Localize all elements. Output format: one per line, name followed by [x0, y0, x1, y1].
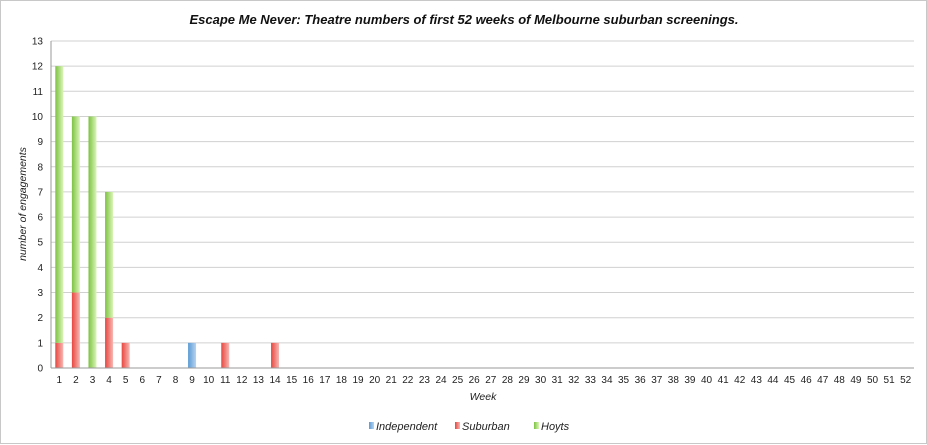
x-tick-label: 28 [502, 375, 514, 386]
gridlines [51, 40, 914, 369]
y-tick-label: 10 [32, 112, 44, 123]
x-tick-label: 38 [668, 375, 680, 386]
bar-hoyts-week-3 [88, 116, 97, 368]
x-tick-label: 46 [801, 375, 813, 386]
y-tick-label: 6 [37, 213, 43, 224]
x-tick-label: 36 [635, 375, 647, 386]
legend-swatch-independent [369, 422, 374, 429]
x-tick-label: 29 [518, 375, 530, 386]
x-tick-label: 50 [867, 375, 879, 386]
x-tick-label: 11 [220, 375, 231, 386]
bar-suburban-week-4 [105, 317, 114, 368]
bars [55, 66, 280, 368]
bar-hoyts-week-1 [55, 66, 64, 343]
x-tick-label: 9 [189, 375, 195, 386]
legend-label-hoyts: Hoyts [541, 421, 570, 433]
y-tick-label: 3 [37, 288, 43, 299]
legend-swatch-hoyts [534, 422, 539, 429]
x-tick-label: 21 [386, 375, 398, 386]
x-tick-label: 4 [106, 375, 112, 386]
x-tick-label: 15 [286, 375, 298, 386]
x-tick-label: 37 [651, 375, 663, 386]
x-tick-label: 13 [253, 375, 265, 386]
legend-swatch-suburban [455, 422, 460, 429]
chart-title: Escape Me Never: Theatre numbers of firs… [189, 12, 738, 27]
x-axis-label: Week [470, 391, 497, 403]
y-tick-label: 1 [37, 338, 43, 349]
x-tick-label: 42 [734, 375, 746, 386]
x-tick-label: 26 [469, 375, 481, 386]
x-tick-label: 35 [618, 375, 630, 386]
bar-hoyts-week-4 [105, 191, 114, 318]
legend: Independent Suburban Hoyts [369, 421, 570, 433]
x-tick-label: 34 [601, 375, 613, 386]
x-tick-label: 1 [57, 375, 63, 386]
x-tick-label: 30 [535, 375, 547, 386]
x-tick-label: 22 [402, 375, 414, 386]
x-tick-label: 7 [156, 375, 162, 386]
y-tick-label: 11 [33, 87, 44, 98]
x-tick-label: 6 [139, 375, 145, 386]
y-tick-label: 9 [37, 137, 43, 148]
x-tick-label: 44 [767, 375, 779, 386]
x-tick-label: 10 [203, 375, 215, 386]
x-tick-label: 24 [435, 375, 447, 386]
x-tick-label: 52 [900, 375, 912, 386]
bar-suburban-week-5 [121, 342, 130, 368]
x-tick-label: 16 [303, 375, 315, 386]
x-tick-label: 12 [236, 375, 248, 386]
x-tick-label: 14 [269, 375, 281, 386]
bar-suburban-week-14 [271, 342, 280, 368]
x-tick-label: 32 [568, 375, 580, 386]
bar-independent-week-9 [188, 342, 197, 368]
x-tick-label: 51 [884, 375, 896, 386]
x-tick-label: 27 [485, 375, 497, 386]
x-tick-label: 31 [552, 375, 564, 386]
y-axis-label: number of engagements [17, 146, 29, 261]
x-tick-label: 47 [817, 375, 829, 386]
x-tick-label: 45 [784, 375, 796, 386]
y-tick-label: 7 [37, 187, 43, 198]
x-tick-label: 25 [452, 375, 464, 386]
y-tick-label: 13 [32, 37, 44, 48]
x-tick-label: 40 [701, 375, 713, 386]
y-tick-label: 0 [37, 364, 43, 375]
x-tick-label: 5 [123, 375, 129, 386]
x-tick-label: 49 [850, 375, 862, 386]
bar-suburban-week-11 [221, 342, 230, 368]
x-tick-label: 20 [369, 375, 381, 386]
bar-hoyts-week-2 [71, 116, 80, 293]
y-tick-label: 2 [37, 313, 43, 324]
legend-label-suburban: Suburban [462, 421, 510, 433]
x-tick-label: 2 [73, 375, 79, 386]
x-tick-label: 8 [173, 375, 179, 386]
x-tick-label: 17 [319, 375, 331, 386]
y-tick-label: 8 [37, 162, 43, 173]
x-tick-label: 41 [718, 375, 730, 386]
bar-suburban-week-1 [55, 342, 64, 368]
x-tick-label: 39 [684, 375, 696, 386]
legend-label-independent: Independent [376, 421, 438, 433]
x-tick-label: 43 [751, 375, 763, 386]
x-tick-label: 23 [419, 375, 431, 386]
y-tick-label: 12 [32, 62, 44, 73]
x-tick-label: 19 [352, 375, 364, 386]
bar-suburban-week-2 [71, 292, 80, 368]
x-tick-label: 33 [585, 375, 597, 386]
y-tick-label: 4 [37, 263, 43, 274]
x-tick-label: 48 [834, 375, 846, 386]
x-tick-label: 3 [90, 375, 96, 386]
y-tick-label: 5 [37, 238, 43, 249]
x-tick-label: 18 [336, 375, 348, 386]
